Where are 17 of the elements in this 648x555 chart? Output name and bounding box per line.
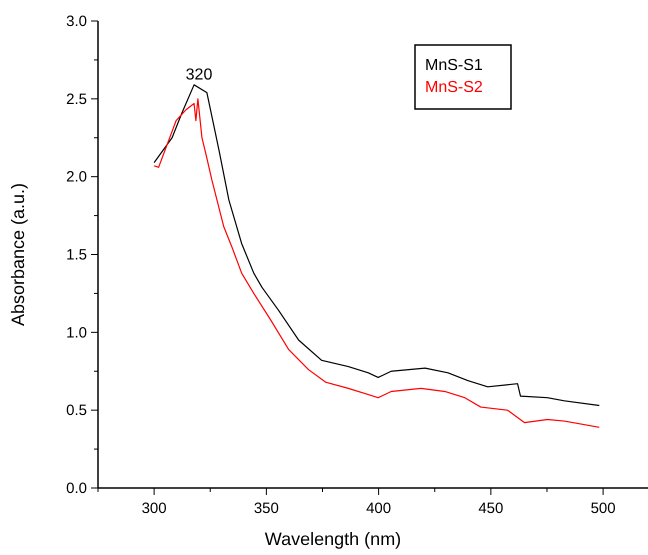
y-tick-label: 1.0	[66, 324, 87, 342]
x-axis-title: Wavelength (nm)	[264, 529, 402, 549]
x-tick-label: 350	[254, 500, 279, 517]
y-tick-label: 0.5	[66, 402, 87, 420]
text: MnS-S2	[425, 79, 483, 96]
y-tick-label: 2.0	[66, 168, 87, 186]
y-tick-label: 1.5	[66, 246, 87, 264]
x-tick-label: 450	[478, 500, 504, 517]
x-tick-label: 500	[590, 500, 616, 517]
x-tick-label: 300	[142, 500, 167, 517]
x-tick-label: 400	[366, 500, 392, 517]
y-tick-label: 3.0	[66, 13, 87, 30]
annotation: 320	[186, 66, 212, 84]
y-tick-label: 2.5	[66, 90, 87, 108]
text: MnS-S1	[425, 57, 483, 74]
y-tick-label: 0.0	[66, 480, 87, 497]
y-axis-title: Absorbance (a.u.)	[8, 182, 28, 326]
